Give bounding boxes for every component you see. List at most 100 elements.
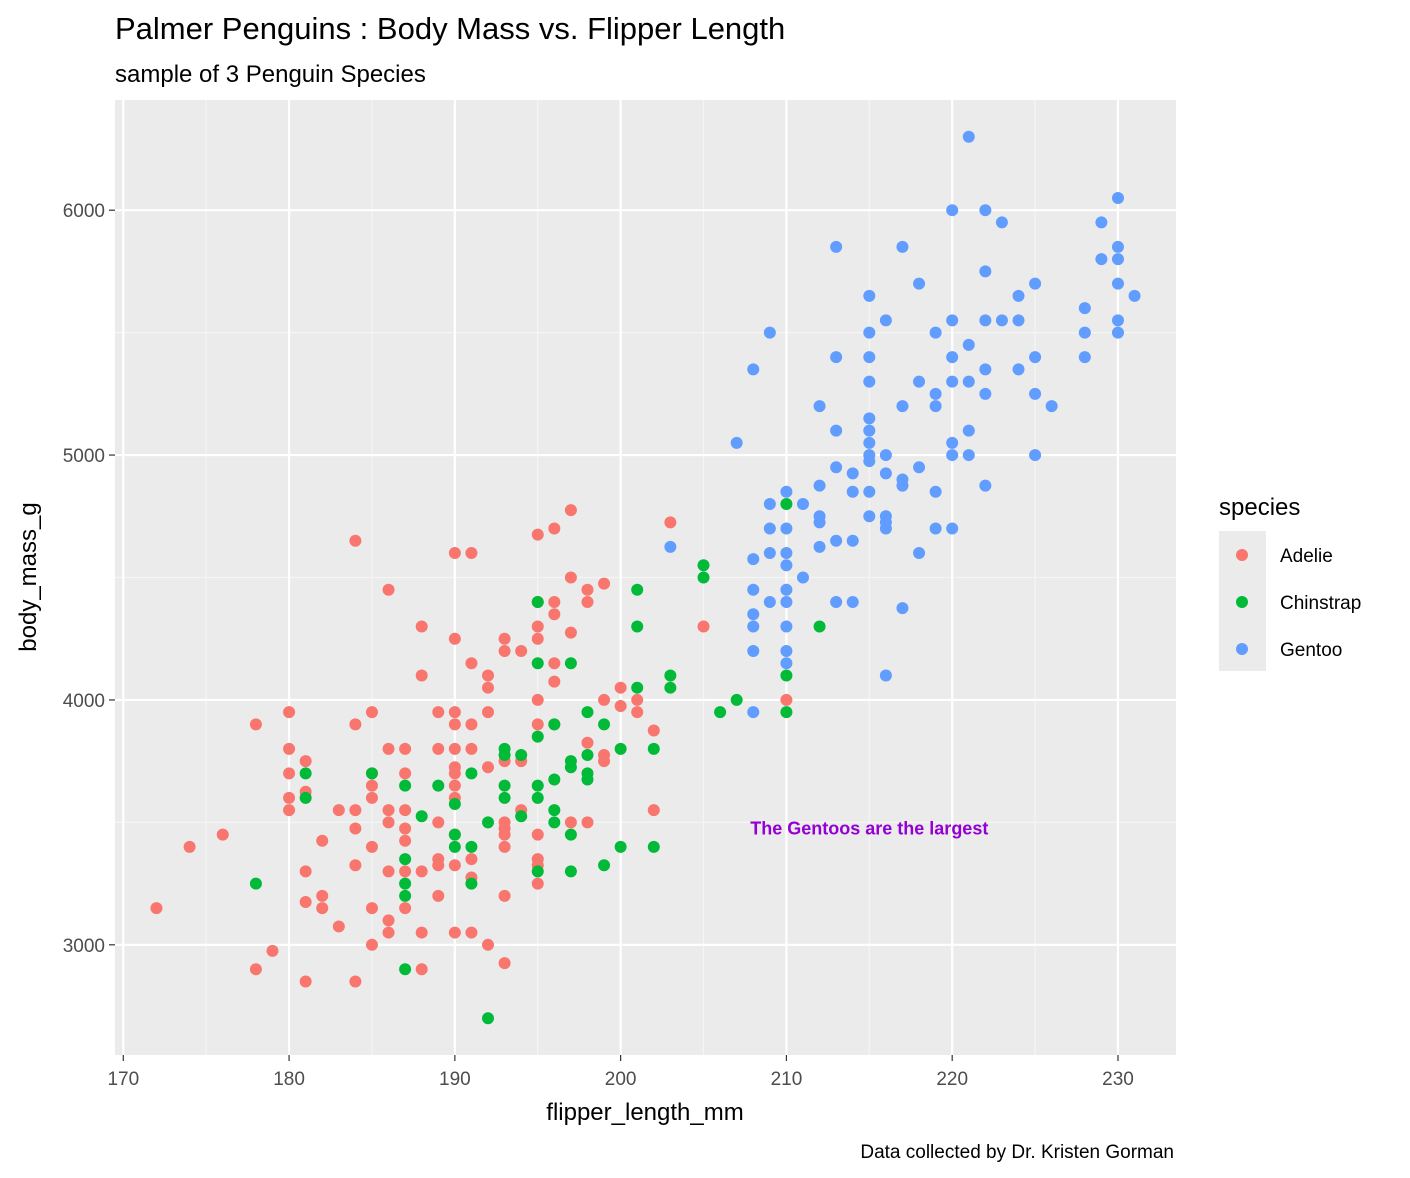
data-point (283, 742, 296, 755)
data-point (747, 583, 760, 596)
data-point (382, 816, 395, 829)
data-point (796, 498, 809, 511)
data-point (830, 534, 843, 547)
data-point (598, 577, 611, 590)
data-point (548, 773, 561, 786)
data-point (1111, 191, 1124, 204)
data-point (482, 761, 495, 774)
data-point (482, 681, 495, 694)
data-point (415, 926, 428, 939)
data-point (399, 902, 412, 915)
data-point (498, 828, 511, 841)
data-point (896, 400, 909, 413)
data-point (763, 498, 776, 511)
data-point (962, 449, 975, 462)
data-point (780, 522, 793, 535)
data-point (664, 669, 677, 682)
data-point (498, 644, 511, 657)
data-point (531, 693, 544, 706)
data-point (482, 1012, 495, 1025)
data-point (581, 773, 594, 786)
data-point (813, 400, 826, 413)
data-point (399, 742, 412, 755)
data-point (763, 522, 776, 535)
data-point (1111, 240, 1124, 253)
data-point (482, 669, 495, 682)
data-point (432, 816, 445, 829)
data-point (830, 595, 843, 608)
data-point (1111, 314, 1124, 327)
data-point (399, 767, 412, 780)
data-point (498, 791, 511, 804)
data-point (415, 963, 428, 976)
data-point (564, 626, 577, 639)
data-point (830, 240, 843, 253)
x-tick-label: 170 (107, 1069, 139, 1090)
data-point (548, 718, 561, 731)
data-point (697, 571, 710, 584)
data-point (962, 375, 975, 388)
data-point (581, 816, 594, 829)
data-point (598, 693, 611, 706)
data-point (1012, 289, 1025, 302)
data-point (614, 742, 627, 755)
data-point (349, 975, 362, 988)
data-point (1111, 326, 1124, 339)
data-point (863, 424, 876, 437)
data-point (365, 779, 378, 792)
data-point (946, 375, 959, 388)
data-point (399, 853, 412, 866)
data-point (299, 767, 312, 780)
legend-title: species (1219, 494, 1300, 521)
annotation-label: The Gentoos are the largest (750, 818, 988, 838)
data-point (515, 810, 528, 823)
data-point (482, 816, 495, 829)
data-point (465, 840, 478, 853)
data-point (697, 559, 710, 572)
data-point (863, 455, 876, 468)
data-point (365, 840, 378, 853)
data-point (365, 938, 378, 951)
data-point (1045, 400, 1058, 413)
data-point (780, 583, 793, 596)
data-point (548, 816, 561, 829)
data-point (598, 859, 611, 872)
data-point (1029, 387, 1042, 400)
data-point (448, 840, 461, 853)
data-point (614, 700, 627, 713)
data-point (448, 798, 461, 811)
data-point (498, 749, 511, 762)
data-point (896, 602, 909, 615)
data-point (979, 204, 992, 217)
data-point (482, 938, 495, 951)
data-point (780, 498, 793, 511)
data-point (614, 840, 627, 853)
data-point (365, 706, 378, 719)
data-point (382, 914, 395, 927)
data-point (448, 859, 461, 872)
data-point (979, 479, 992, 492)
data-point (448, 632, 461, 645)
data-point (979, 265, 992, 278)
data-point (946, 449, 959, 462)
data-point (465, 742, 478, 755)
data-point (548, 608, 561, 621)
data-point (846, 534, 859, 547)
data-point (1078, 351, 1091, 364)
data-point (946, 204, 959, 217)
data-point (299, 975, 312, 988)
data-point (1029, 449, 1042, 462)
data-point (399, 889, 412, 902)
data-point (1012, 314, 1025, 327)
x-tick-label: 220 (936, 1069, 968, 1090)
data-point (365, 791, 378, 804)
data-point (365, 902, 378, 915)
data-point (531, 865, 544, 878)
data-point (283, 706, 296, 719)
data-point (1095, 253, 1108, 266)
data-point (929, 326, 942, 339)
legend-key-adelie (1236, 549, 1248, 561)
data-point (531, 730, 544, 743)
legend-label-adelie: Adelie (1280, 546, 1333, 567)
data-point (150, 902, 163, 915)
